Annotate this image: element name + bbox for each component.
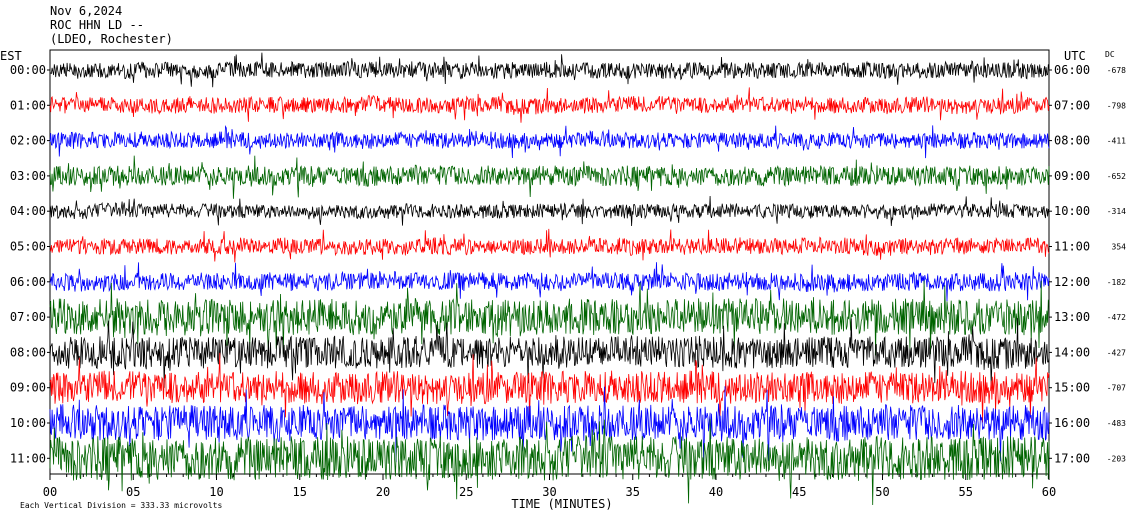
utc-label: 16:00 [1054, 416, 1090, 430]
x-tick-label: 60 [1042, 485, 1056, 499]
dc-value: -678 [1107, 66, 1126, 75]
utc-label: 13:00 [1054, 310, 1090, 324]
est-axis-title: EST [0, 49, 22, 63]
x-tick-label: 05 [126, 485, 140, 499]
trace-0500 [49, 228, 1050, 263]
x-tick-label: 40 [709, 485, 723, 499]
est-label: 07:00 [10, 310, 46, 324]
x-tick-label: 20 [376, 485, 390, 499]
est-label: 08:00 [10, 345, 46, 359]
trace-0100 [49, 87, 1050, 123]
est-label: 02:00 [10, 134, 46, 148]
utc-label: 14:00 [1054, 345, 1090, 359]
header-station: ROC HHN LD -- [50, 18, 144, 32]
dc-axis-title: DC [1105, 50, 1115, 59]
utc-label: 09:00 [1054, 169, 1090, 183]
utc-label: 15:00 [1054, 381, 1090, 395]
dc-value: -314 [1107, 207, 1126, 216]
trace-0800 [49, 317, 1050, 388]
x-tick-label: 30 [542, 485, 556, 499]
utc-label: 11:00 [1054, 240, 1090, 254]
utc-label: 12:00 [1054, 275, 1090, 289]
header-date: Nov 6,2024 [50, 4, 123, 18]
trace-0900 [49, 352, 1050, 423]
est-label: 01:00 [10, 98, 46, 112]
trace-1000 [49, 386, 1050, 464]
trace-0300 [49, 155, 1050, 199]
trace-0600 [49, 262, 1050, 302]
utc-label: 08:00 [1054, 134, 1090, 148]
utc-axis-title: UTC [1064, 49, 1086, 63]
est-label: 09:00 [10, 381, 46, 395]
x-tick-label: 55 [959, 485, 973, 499]
utc-label: 07:00 [1054, 98, 1090, 112]
x-tick-label: 10 [209, 485, 223, 499]
dc-value: 354 [1112, 243, 1127, 252]
x-tick-label: 15 [293, 485, 307, 499]
dc-value: -411 [1107, 137, 1126, 146]
x-tick-label: 00 [43, 485, 57, 499]
est-label: 03:00 [10, 169, 46, 183]
dc-value: -427 [1107, 348, 1126, 357]
trace-0200 [49, 125, 1050, 159]
x-axis-title: TIME (MINUTES) [511, 497, 612, 511]
dc-value: -203 [1107, 454, 1126, 463]
dc-value: -652 [1107, 172, 1126, 181]
est-label: 11:00 [10, 451, 46, 465]
trace-0700 [49, 280, 1050, 356]
utc-label: 06:00 [1054, 63, 1090, 77]
dc-value: -483 [1107, 419, 1126, 428]
header-source: (LDEO, Rochester) [50, 32, 173, 46]
utc-label: 17:00 [1054, 451, 1090, 465]
x-tick-label: 25 [459, 485, 473, 499]
dc-value: -798 [1107, 101, 1126, 110]
x-tick-label: 45 [792, 485, 806, 499]
est-label: 04:00 [10, 204, 46, 218]
est-label: 05:00 [10, 240, 46, 254]
dc-value: -472 [1107, 313, 1126, 322]
est-label: 00:00 [10, 63, 46, 77]
trace-0400 [49, 195, 1050, 227]
dc-value: -182 [1107, 278, 1126, 287]
scale-note: Each Vertical Division = 333.33 microvol… [20, 501, 222, 510]
x-tick-label: 35 [626, 485, 640, 499]
utc-label: 10:00 [1054, 204, 1090, 218]
dc-value: -707 [1107, 384, 1126, 393]
x-tick-label: 50 [875, 485, 889, 499]
est-label: 06:00 [10, 275, 46, 289]
est-label: 10:00 [10, 416, 46, 430]
trace-0000 [49, 52, 1050, 88]
